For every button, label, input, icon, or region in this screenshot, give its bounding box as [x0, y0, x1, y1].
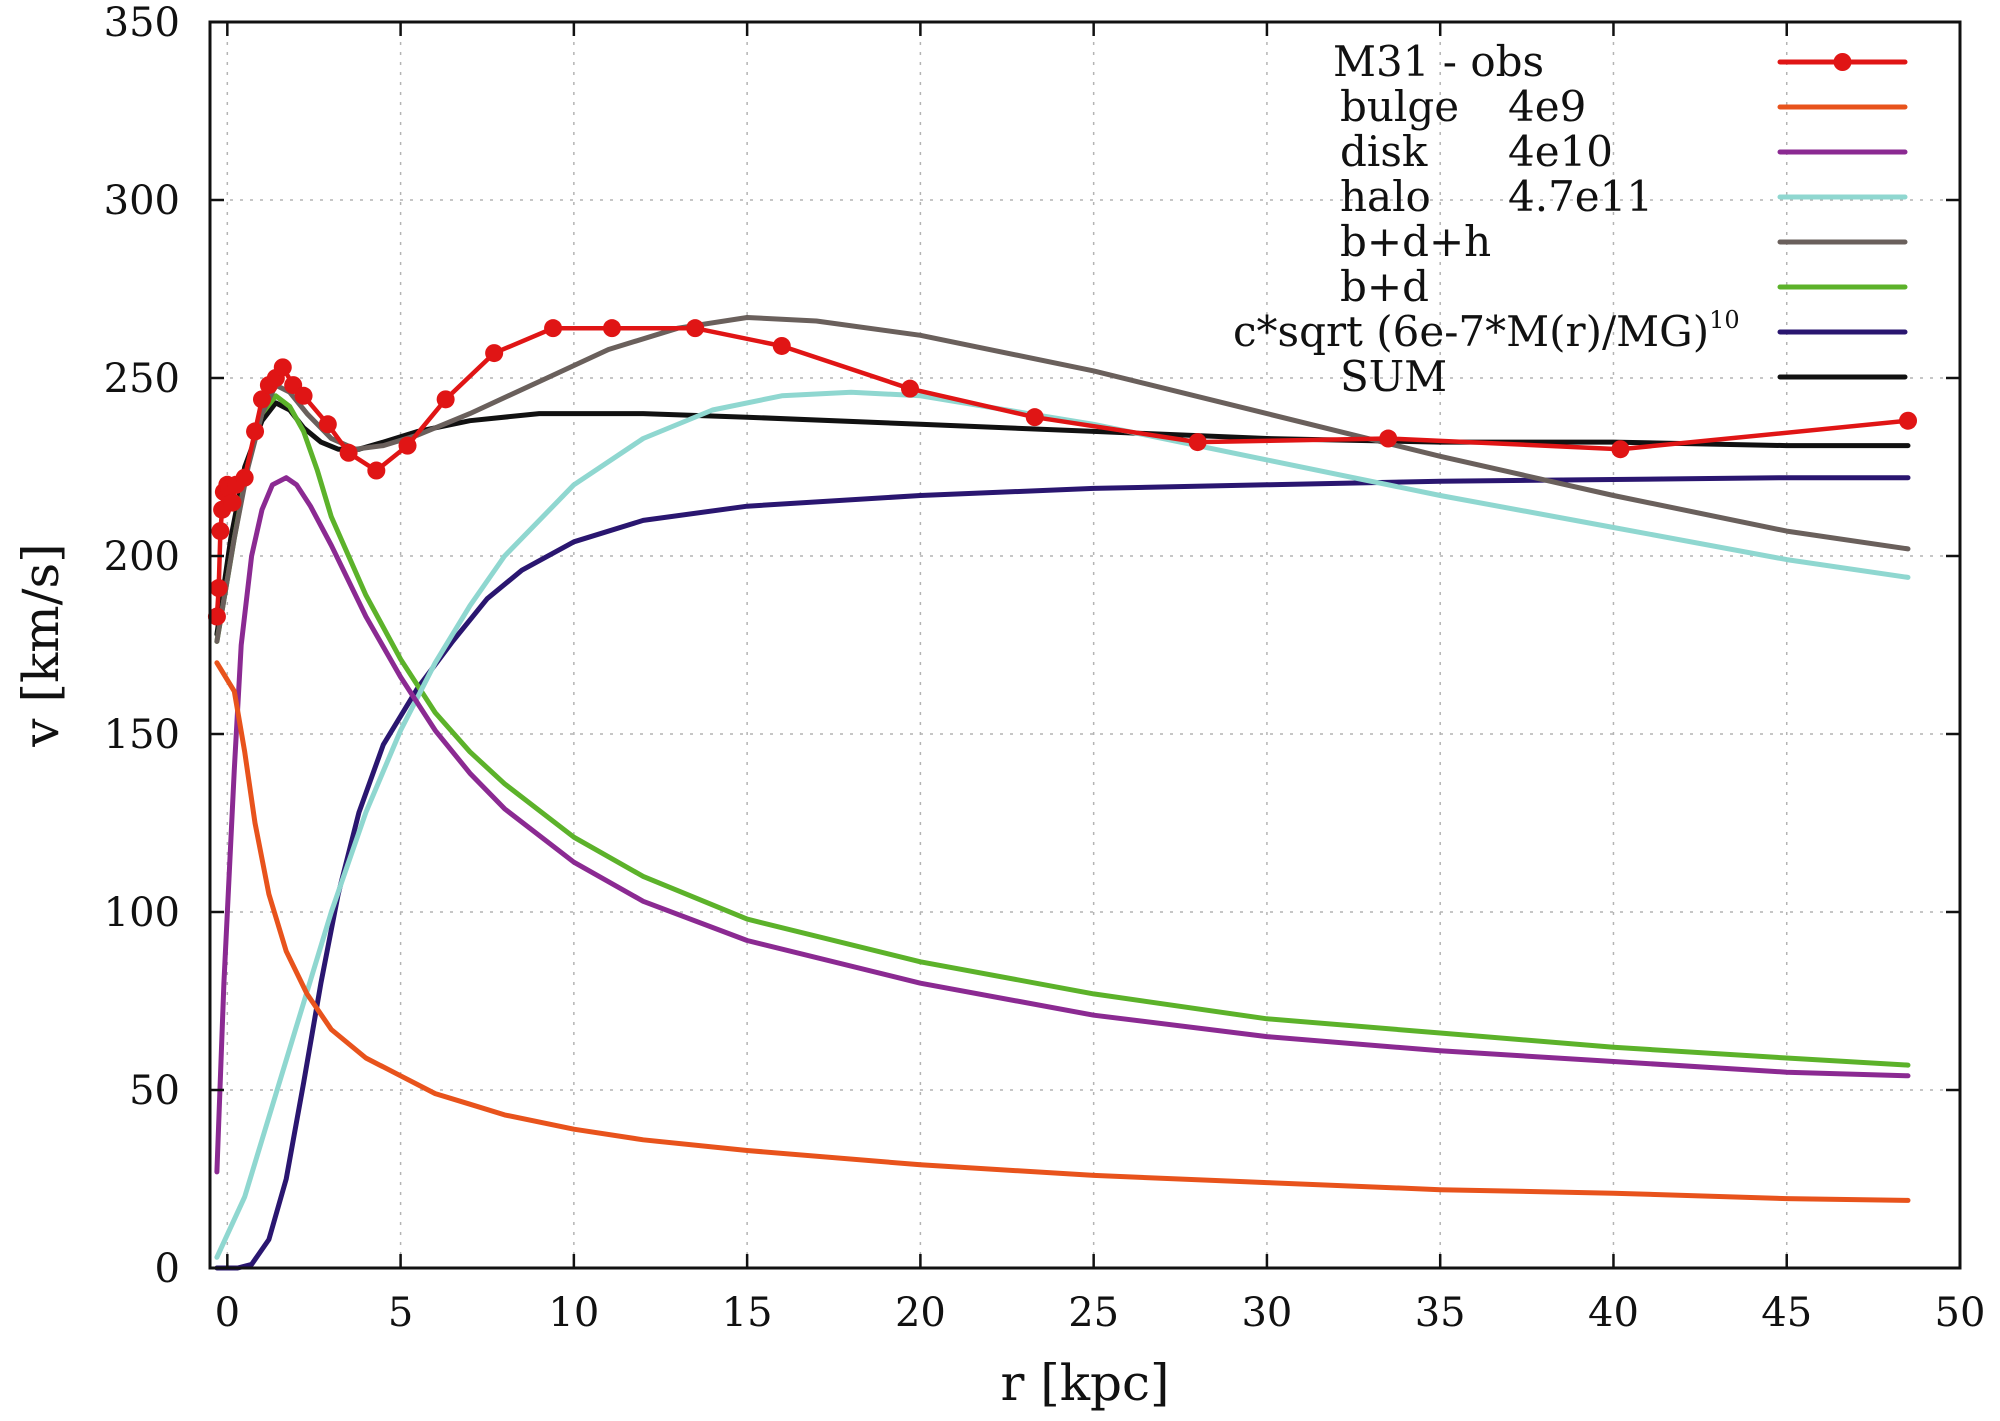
y-tick-label: 350 [104, 0, 180, 46]
data-point [602, 319, 621, 338]
series-line [214, 475, 1911, 1175]
data-point [211, 522, 230, 541]
data-point [398, 436, 417, 455]
series-2 [214, 475, 1911, 1175]
data-point [209, 579, 228, 598]
legend-label: bulge [1340, 82, 1459, 131]
legend-label: M31 - obs [1333, 37, 1544, 86]
data-point [772, 336, 791, 355]
y-tick-label: 300 [104, 178, 180, 224]
legend-entry: c*sqrt (6e-7*M(r)/MG)10 [1233, 306, 1908, 356]
x-tick-label: 30 [1241, 1290, 1292, 1336]
legend-entry: b+d+h [1340, 217, 1908, 266]
data-point [544, 319, 563, 338]
data-point [235, 468, 254, 487]
series-3 [214, 389, 1911, 1260]
y-tick-label: 200 [104, 534, 180, 580]
data-point [207, 607, 226, 626]
data-point [901, 379, 919, 398]
data-point [1899, 411, 1918, 430]
legend-label: c*sqrt (6e-7*M(r)/MG)10 [1233, 306, 1740, 356]
data-point [273, 358, 292, 377]
series-0 [207, 319, 1918, 626]
data-point [1611, 440, 1630, 459]
ticks: 0 5 10 15 20 25 30 35 40 45 50 0 50 100 150 200 250 300 35… [104, 0, 1986, 1336]
plot-frame [208, 20, 1962, 1270]
data-point [223, 493, 242, 512]
legend-entry: M31 - obs [1333, 37, 1908, 86]
y-tick-label: 0 [155, 1246, 180, 1292]
legend-marker [1833, 53, 1852, 71]
data-point [1025, 408, 1044, 427]
x-tick-label: 5 [388, 1290, 413, 1336]
legend-value: 4e9 [1508, 82, 1586, 131]
data-point [294, 386, 313, 405]
data-point [1188, 433, 1207, 452]
series-1 [214, 660, 1911, 1203]
legend-entry: disk 4e10 [1340, 127, 1908, 176]
legend-label: halo [1340, 172, 1431, 221]
data-point [339, 443, 358, 462]
legend-entry: bulge 4e9 [1340, 82, 1908, 131]
data-point [1379, 429, 1398, 448]
y-axis-label: v [km/s] [12, 543, 70, 747]
series-6 [214, 475, 1911, 1271]
legend-label: disk [1340, 127, 1428, 176]
x-tick-label: 45 [1761, 1290, 1812, 1336]
series-5 [214, 393, 1911, 1068]
data-point [436, 390, 455, 409]
legend-superscript: 10 [1709, 306, 1740, 334]
legend-label: b+d+h [1340, 217, 1491, 266]
x-tick-label: 40 [1588, 1290, 1639, 1336]
x-tick-label: 25 [1068, 1290, 1119, 1336]
y-tick-label: 250 [104, 356, 180, 402]
legend-entry: halo 4.7e11 [1340, 172, 1908, 221]
legend-label: b+d [1340, 262, 1429, 311]
data-point [367, 461, 386, 480]
x-tick-label: 50 [1935, 1290, 1986, 1336]
y-tick-label: 50 [129, 1068, 180, 1114]
data-point [686, 319, 705, 338]
data-point [318, 415, 337, 434]
data-point [485, 344, 504, 363]
x-tick-label: 15 [722, 1290, 773, 1336]
x-tick-label: 35 [1415, 1290, 1466, 1336]
legend-label: SUM [1340, 352, 1447, 401]
x-tick-label: 0 [215, 1290, 240, 1336]
legend-value: 4.7e11 [1508, 172, 1653, 221]
series-line [214, 660, 1911, 1203]
y-tick-label: 150 [104, 712, 180, 758]
x-axis-label: r [kpc] [1000, 1354, 1169, 1412]
data-point [252, 390, 271, 409]
series-layer [207, 315, 1918, 1271]
y-tick-label: 100 [104, 890, 180, 936]
data-point [246, 422, 265, 441]
legend-entry: SUM [1340, 352, 1908, 401]
series-line [214, 393, 1911, 1068]
x-tick-label: 20 [895, 1290, 946, 1336]
x-tick-label: 10 [548, 1290, 599, 1336]
series-line [214, 475, 1911, 1271]
legend-entry: b+d [1340, 262, 1908, 311]
series-line [214, 389, 1911, 1260]
legend-value: 4e10 [1508, 127, 1613, 176]
